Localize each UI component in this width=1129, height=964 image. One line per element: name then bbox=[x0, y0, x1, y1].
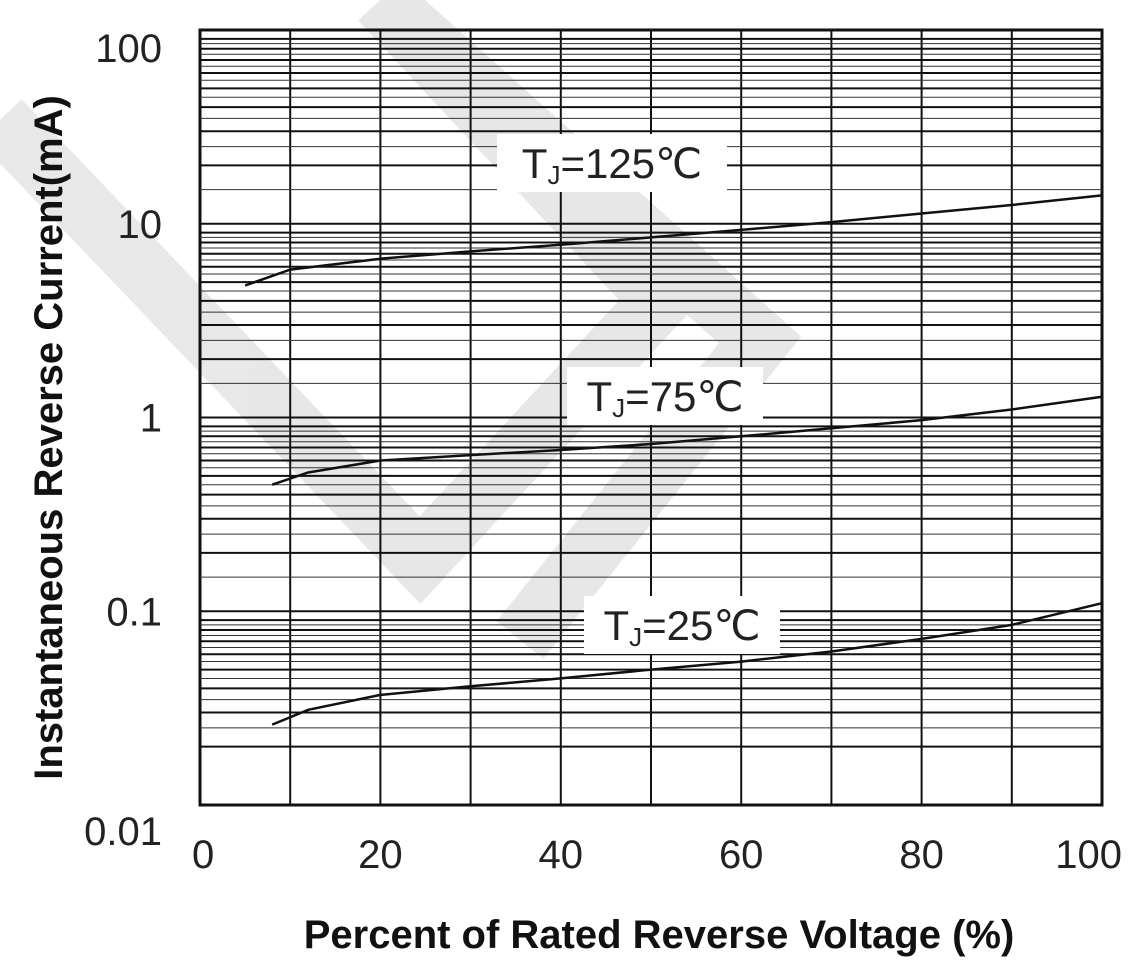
series-line-1 bbox=[271, 395, 1103, 486]
x-tick-label: 0 bbox=[192, 833, 214, 877]
x-tick-label: 40 bbox=[539, 833, 584, 877]
curve-label-text: TJ=75℃ bbox=[586, 373, 743, 423]
y-tick-label: 0.1 bbox=[106, 590, 162, 634]
curve-label-background bbox=[497, 134, 727, 192]
y-tick-label: 10 bbox=[118, 203, 163, 247]
x-tick-label: 20 bbox=[358, 833, 403, 877]
curve-label-2: TJ=25℃ bbox=[584, 596, 780, 654]
curve-label-text: TJ=25℃ bbox=[603, 602, 760, 652]
y-tick-label: 100 bbox=[95, 27, 162, 71]
y-tick-label: 0.01 bbox=[84, 810, 162, 854]
series-group bbox=[244, 194, 1103, 726]
x-tick-label: 100 bbox=[1055, 833, 1122, 877]
curve-label-1: TJ=75℃ bbox=[567, 367, 763, 425]
tick-labels: 0 20 40 60 80 100 100 10 1 0.1 0.01 bbox=[84, 27, 1122, 877]
curve-label-0: TJ=125℃ bbox=[497, 134, 727, 192]
series-line-2 bbox=[271, 601, 1103, 726]
series-line-0 bbox=[244, 194, 1103, 287]
y-tick-label: 1 bbox=[140, 397, 162, 441]
x-tick-label: 60 bbox=[719, 833, 764, 877]
curve-labels: TJ=125℃ TJ=75℃ TJ=25℃ bbox=[497, 134, 780, 654]
x-tick-label: 80 bbox=[899, 833, 944, 877]
x-axis-title: Percent of Rated Reverse Voltage (%) bbox=[304, 913, 1015, 957]
y-axis-title: Instantaneous Reverse Current(mA) bbox=[27, 95, 71, 780]
curve-label-background bbox=[584, 596, 780, 654]
curve-label-background bbox=[567, 367, 763, 425]
curve-label-text: TJ=125℃ bbox=[522, 140, 702, 190]
